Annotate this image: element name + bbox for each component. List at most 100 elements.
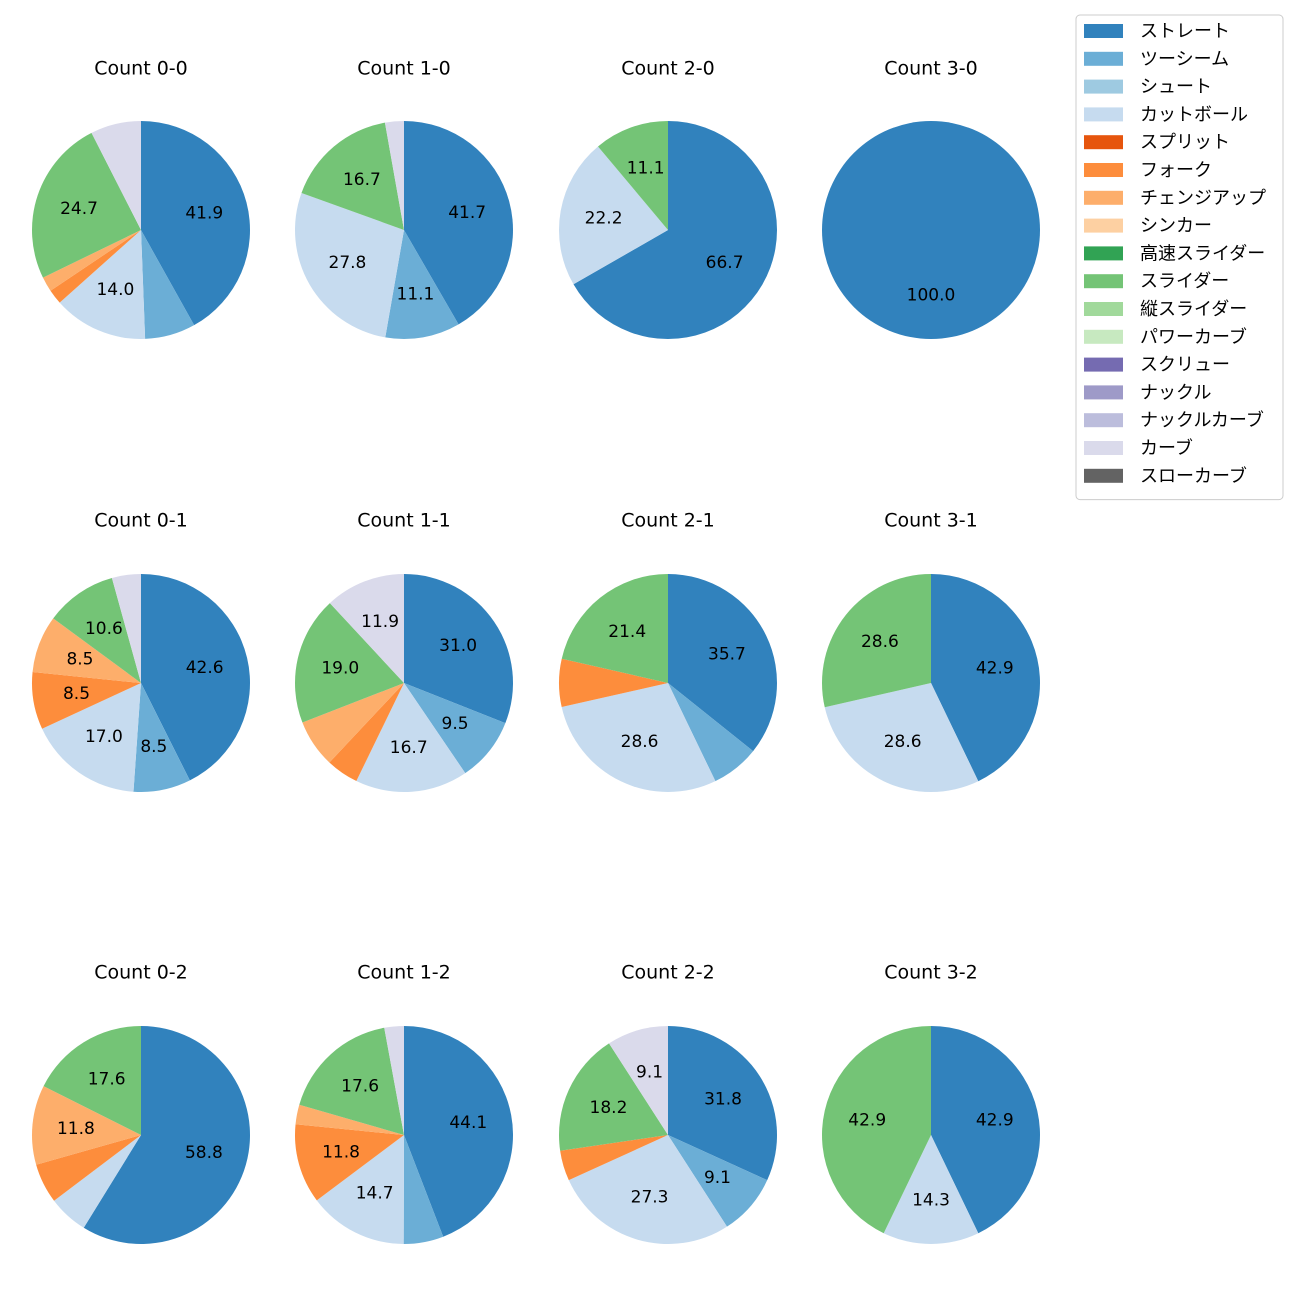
pie-slice bbox=[404, 1026, 513, 1237]
pie-title: Count 3-0 bbox=[884, 58, 978, 80]
pie-title: Count 2-2 bbox=[621, 962, 715, 984]
pie-slice bbox=[53, 577, 142, 683]
pie-slice bbox=[403, 1135, 444, 1244]
legend-swatch bbox=[1084, 385, 1123, 400]
pie-slice bbox=[42, 683, 141, 792]
pie-slice bbox=[561, 683, 716, 792]
pie-slice bbox=[299, 1027, 404, 1135]
pie-slice bbox=[141, 230, 195, 339]
legend-label: スローカーブ bbox=[1140, 465, 1247, 487]
legend-label: 高速スライダー bbox=[1140, 243, 1265, 264]
pie-slice bbox=[560, 1135, 668, 1181]
slice-label: 14.0 bbox=[96, 280, 134, 300]
pie-count-3-0: Count 3-0 100.0 bbox=[822, 58, 1040, 339]
pie-slice bbox=[404, 574, 513, 724]
slice-label: 11.9 bbox=[361, 612, 399, 632]
legend-swatch bbox=[1084, 51, 1123, 66]
legend-swatch bbox=[1084, 329, 1123, 344]
pie-slice bbox=[83, 1026, 251, 1244]
slice-label: 28.6 bbox=[621, 732, 659, 752]
pie-slice bbox=[573, 121, 777, 339]
pie-count-1-0: Count 1-0 41.7 11.1 27.8 16.7 bbox=[295, 58, 513, 339]
slice-label: 22.2 bbox=[585, 209, 623, 229]
legend-swatch bbox=[1084, 135, 1123, 150]
pie-title: Count 3-2 bbox=[884, 962, 978, 984]
pie-slice bbox=[329, 683, 404, 782]
legend-label: ナックルカーブ bbox=[1140, 409, 1264, 431]
pie-slice bbox=[824, 683, 979, 793]
slice-label: 8.5 bbox=[140, 737, 167, 757]
slice-label: 11.8 bbox=[322, 1143, 360, 1163]
pie-count-1-2: Count 1-2 44.1 14.7 11.8 17.6 bbox=[295, 962, 513, 1244]
legend-swatch bbox=[1084, 218, 1123, 233]
slice-label: 27.8 bbox=[329, 253, 367, 273]
pie-title: Count 1-2 bbox=[357, 962, 451, 984]
pie-title: Count 3-1 bbox=[884, 510, 978, 532]
pie-count-2-0: Count 2-0 66.7 22.2 11.1 bbox=[559, 58, 777, 339]
slice-label: 31.0 bbox=[439, 636, 477, 656]
legend-label: 縦スライダー bbox=[1140, 299, 1247, 320]
pie-slice bbox=[295, 1104, 404, 1135]
legend-swatch bbox=[1084, 357, 1123, 372]
pie-slice bbox=[568, 1135, 727, 1244]
pie-count-0-1: Count 0-1 42.6 8.5 17.0 8.5 8.5 10.6 bbox=[31, 510, 250, 792]
pie-slice bbox=[385, 230, 459, 339]
legend-frame bbox=[1075, 14, 1284, 501]
pie-slice bbox=[822, 121, 1040, 339]
slice-label: 11.8 bbox=[57, 1119, 95, 1139]
legend-label: スプリット bbox=[1140, 132, 1230, 153]
slice-label: 17.6 bbox=[341, 1077, 379, 1097]
pie-slice bbox=[668, 1026, 777, 1181]
legend-label: ツーシーム bbox=[1140, 49, 1229, 70]
pie-slice bbox=[59, 230, 146, 339]
pie-slice bbox=[31, 132, 142, 278]
pie-title: Count 0-0 bbox=[94, 58, 188, 80]
pie-slice bbox=[668, 683, 754, 782]
slice-label: 100.0 bbox=[907, 285, 956, 305]
legend-label: パワーカーブ bbox=[1140, 326, 1247, 348]
slice-label: 9.1 bbox=[636, 1062, 663, 1082]
pie-slice bbox=[822, 1026, 931, 1234]
legend-swatch bbox=[1084, 302, 1123, 316]
pie-slice bbox=[329, 574, 404, 683]
pie-title: Count 2-1 bbox=[621, 510, 715, 532]
pie-slice bbox=[50, 230, 142, 303]
slice-label: 17.6 bbox=[88, 1069, 126, 1089]
pie-slice bbox=[295, 1124, 404, 1201]
pie-count-2-1: Count 2-1 35.7 28.6 21.4 bbox=[558, 510, 778, 792]
slice-label: 42.9 bbox=[976, 658, 1014, 678]
slice-label: 24.7 bbox=[60, 199, 98, 219]
pie-count-0-0: Count 0-0 41.9 14.0 24.7 bbox=[31, 58, 250, 339]
slice-label: 14.7 bbox=[356, 1183, 394, 1203]
legend-swatch bbox=[1084, 24, 1123, 38]
legend-label: チェンジアップ bbox=[1140, 188, 1266, 209]
legend-swatch bbox=[1084, 107, 1123, 122]
slice-label: 17.0 bbox=[85, 727, 123, 747]
pie-slice bbox=[668, 574, 778, 752]
pie-slice bbox=[133, 683, 190, 792]
slice-label: 35.7 bbox=[708, 645, 746, 665]
legend-swatch bbox=[1084, 190, 1123, 205]
pie-slice bbox=[384, 121, 404, 230]
legend-label: シンカー bbox=[1140, 216, 1212, 237]
pie-slice bbox=[91, 121, 141, 230]
legend: ストレートツーシームシュートカットボールスプリットフォークチェンジアップシンカー… bbox=[1075, 14, 1284, 501]
slice-label: 16.7 bbox=[343, 170, 381, 190]
slice-label: 9.1 bbox=[704, 1168, 731, 1188]
pie-count-2-2: Count 2-2 31.8 9.1 27.3 18.2 9.1 bbox=[559, 962, 777, 1244]
pie-title: Count 2-0 bbox=[621, 58, 715, 80]
slice-label: 28.6 bbox=[861, 632, 899, 652]
legend-swatch bbox=[1084, 274, 1123, 289]
legend-label: カットボール bbox=[1140, 104, 1248, 125]
slice-label: 8.5 bbox=[66, 649, 93, 669]
pies-group: Count 0-0 41.9 14.0 24.7 Count 1-0 41.7 11.1 27… bbox=[31, 58, 1041, 1244]
legend-label: シュート bbox=[1140, 77, 1212, 98]
pie-slice bbox=[31, 672, 142, 729]
slice-label: 11.1 bbox=[397, 284, 435, 304]
pie-slice bbox=[295, 603, 404, 723]
pie-title: Count 0-2 bbox=[94, 962, 188, 984]
slice-label: 42.6 bbox=[186, 658, 224, 678]
pie-title: Count 0-1 bbox=[94, 510, 188, 532]
pie-slice bbox=[141, 574, 250, 781]
slice-label: 41.9 bbox=[185, 204, 223, 224]
